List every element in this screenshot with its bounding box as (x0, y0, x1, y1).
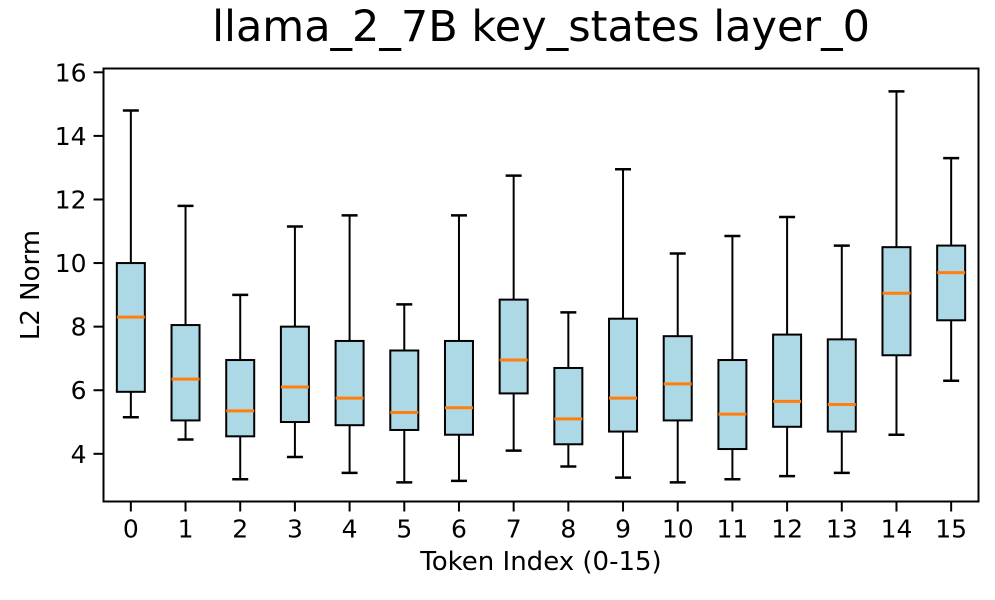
axes-frame (102, 67, 980, 503)
y-axis-label: L2 Norm (16, 229, 46, 341)
x-tick-label-4: 4 (342, 515, 358, 544)
box-4 (334, 339, 365, 427)
x-tick-label-11: 11 (717, 515, 749, 544)
box-14 (881, 246, 912, 357)
box-9 (608, 317, 639, 433)
x-tick-label-6: 6 (451, 515, 467, 544)
box-8 (553, 366, 584, 446)
box-1 (170, 324, 201, 422)
box-3 (279, 325, 310, 424)
box-10 (662, 335, 693, 422)
y-tick-label-12: 12 (55, 185, 87, 214)
x-tick-label-10: 10 (662, 515, 694, 544)
box-0 (115, 262, 146, 393)
box-12 (772, 333, 803, 428)
box-13 (826, 338, 857, 433)
box-2 (225, 359, 256, 438)
x-tick-label-3: 3 (287, 515, 303, 544)
box-6 (443, 339, 474, 436)
x-axis-label: Token Index (0-15) (420, 547, 662, 577)
x-tick-label-14: 14 (881, 515, 913, 544)
x-tick-label-2: 2 (232, 515, 248, 544)
x-tick-label-12: 12 (771, 515, 803, 544)
x-tick-label-8: 8 (560, 515, 576, 544)
x-tick-label-7: 7 (506, 515, 522, 544)
x-tick-label-5: 5 (396, 515, 412, 544)
box-7 (498, 298, 529, 395)
box-11 (717, 359, 748, 451)
y-tick-label-16: 16 (55, 58, 87, 87)
chart-title: llama_2_7B key_states layer_0 (212, 2, 870, 52)
x-tick-label-0: 0 (123, 515, 139, 544)
y-tick-label-14: 14 (55, 122, 87, 151)
x-tick-label-9: 9 (615, 515, 631, 544)
box-15 (936, 244, 967, 322)
y-tick-label-6: 6 (71, 376, 87, 405)
y-tick-label-8: 8 (71, 313, 87, 342)
x-tick-label-15: 15 (935, 515, 967, 544)
y-tick-label-10: 10 (55, 249, 87, 278)
x-tick-label-13: 13 (826, 515, 858, 544)
box-5 (389, 349, 420, 431)
y-tick-label-4: 4 (71, 440, 87, 469)
x-tick-label-1: 1 (178, 515, 194, 544)
